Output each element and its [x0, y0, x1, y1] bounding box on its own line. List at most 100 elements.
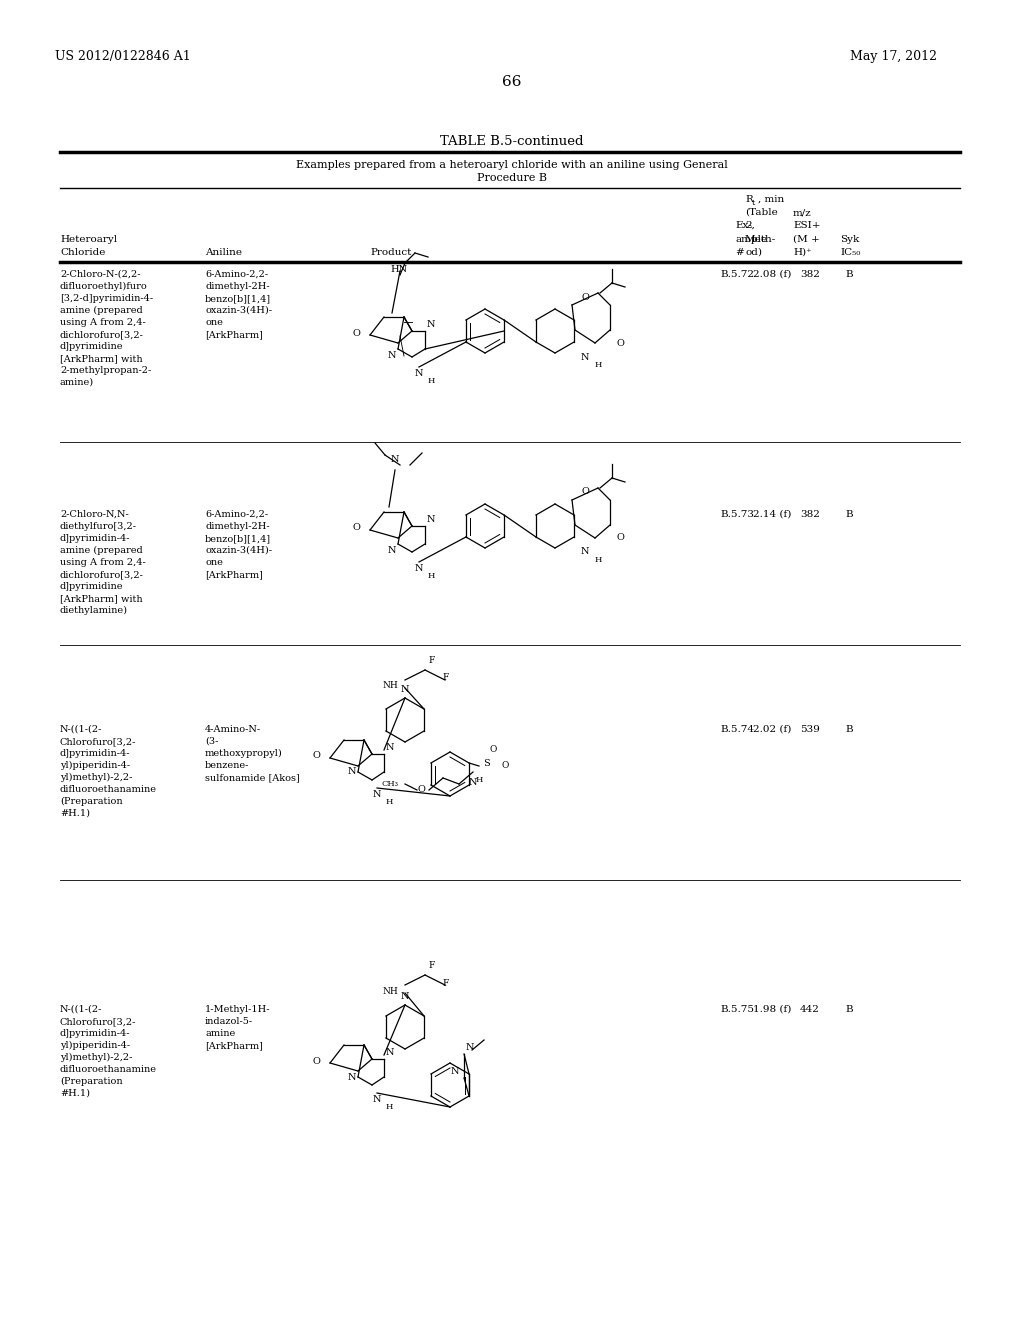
Text: N: N [427, 515, 435, 524]
Text: 539: 539 [800, 725, 820, 734]
Text: B: B [845, 510, 853, 519]
Text: O: O [616, 533, 624, 543]
Text: d]pyrimidin-4-: d]pyrimidin-4- [60, 748, 130, 758]
Text: [ArkPharm]: [ArkPharm] [205, 570, 263, 579]
Text: diethylfuro[3,2-: diethylfuro[3,2- [60, 521, 137, 531]
Text: 6-Amino-2,2-: 6-Amino-2,2- [205, 510, 268, 519]
Text: N: N [400, 993, 410, 1001]
Text: 382: 382 [800, 271, 820, 279]
Text: od): od) [745, 248, 762, 257]
Text: ESI+: ESI+ [793, 220, 820, 230]
Text: F: F [429, 961, 435, 970]
Text: N: N [387, 351, 396, 360]
Text: O: O [616, 338, 624, 347]
Text: N: N [387, 546, 396, 554]
Text: Procedure B: Procedure B [477, 173, 547, 183]
Text: B.5.72: B.5.72 [720, 271, 754, 279]
Text: amine: amine [205, 1030, 236, 1038]
Text: d]pyrimidin-4-: d]pyrimidin-4- [60, 535, 130, 543]
Text: difluoroethyl)furo: difluoroethyl)furo [60, 282, 147, 292]
Text: using A from 2,4-: using A from 2,4- [60, 318, 145, 327]
Text: NH: NH [382, 986, 398, 995]
Text: B.5.73: B.5.73 [720, 510, 754, 519]
Text: indazol-5-: indazol-5- [205, 1016, 253, 1026]
Text: (Preparation: (Preparation [60, 1077, 123, 1086]
Text: (M +: (M + [793, 235, 820, 244]
Text: 1-Methyl-1H-: 1-Methyl-1H- [205, 1005, 270, 1014]
Text: S: S [483, 759, 490, 768]
Text: oxazin-3(4H)-: oxazin-3(4H)- [205, 306, 272, 315]
Text: #H.1): #H.1) [60, 809, 90, 818]
Text: O: O [581, 487, 589, 496]
Text: 1.98 (f): 1.98 (f) [753, 1005, 792, 1014]
Text: 442: 442 [800, 1005, 820, 1014]
Text: B.5.75: B.5.75 [720, 1005, 754, 1014]
Text: 2.02 (f): 2.02 (f) [753, 725, 792, 734]
Text: yl)methyl)-2,2-: yl)methyl)-2,2- [60, 1053, 132, 1063]
Text: 66: 66 [502, 75, 522, 88]
Text: O: O [501, 762, 508, 771]
Text: Chlorofuro[3,2-: Chlorofuro[3,2- [60, 1016, 136, 1026]
Text: N-((1-(2-: N-((1-(2- [60, 1005, 102, 1014]
Text: yl)piperidin-4-: yl)piperidin-4- [60, 762, 130, 770]
Text: N: N [373, 1096, 381, 1104]
Text: dichlorofuro[3,2-: dichlorofuro[3,2- [60, 570, 144, 579]
Text: O: O [489, 744, 497, 754]
Text: IC₅₀: IC₅₀ [840, 248, 860, 257]
Text: one: one [205, 558, 223, 568]
Text: US 2012/0122846 A1: US 2012/0122846 A1 [55, 50, 190, 63]
Text: methoxypropyl): methoxypropyl) [205, 748, 283, 758]
Text: H: H [595, 360, 602, 370]
Text: N: N [347, 1072, 356, 1081]
Text: O: O [352, 524, 360, 532]
Text: H: H [475, 776, 483, 784]
Text: #: # [735, 248, 743, 257]
Text: t: t [752, 199, 756, 207]
Text: [ArkPharm] with: [ArkPharm] with [60, 354, 142, 363]
Text: B: B [845, 725, 853, 734]
Text: 2,: 2, [745, 220, 755, 230]
Text: Product: Product [370, 248, 412, 257]
Text: dimethyl-2H-: dimethyl-2H- [205, 521, 269, 531]
Text: [3,2-d]pyrimidin-4-: [3,2-d]pyrimidin-4- [60, 294, 154, 304]
Text: May 17, 2012: May 17, 2012 [850, 50, 937, 63]
Text: Ex-: Ex- [735, 220, 752, 230]
Text: F: F [442, 673, 449, 682]
Text: N: N [451, 1067, 459, 1076]
Text: 4-Amino-N-: 4-Amino-N- [205, 725, 261, 734]
Text: O: O [417, 785, 425, 795]
Text: (Preparation: (Preparation [60, 797, 123, 807]
Text: oxazin-3(4H)-: oxazin-3(4H)- [205, 546, 272, 554]
Text: F: F [429, 656, 435, 665]
Text: diethylamine): diethylamine) [60, 606, 128, 615]
Text: N: N [466, 1043, 474, 1052]
Text: (3-: (3- [205, 737, 218, 746]
Text: difluoroethanamine: difluoroethanamine [60, 785, 157, 795]
Text: ample: ample [735, 235, 767, 244]
Text: NH: NH [382, 681, 398, 690]
Text: d]pyrimidine: d]pyrimidine [60, 342, 124, 351]
Text: dimethyl-2H-: dimethyl-2H- [205, 282, 269, 290]
Text: amine): amine) [60, 378, 94, 387]
Text: H: H [386, 1104, 393, 1111]
Text: Meth-: Meth- [745, 235, 776, 244]
Text: Aniline: Aniline [205, 248, 242, 257]
Text: 2-Chloro-N,N-: 2-Chloro-N,N- [60, 510, 129, 519]
Text: Heteroaryl: Heteroaryl [60, 235, 117, 244]
Text: benzo[b][1,4]: benzo[b][1,4] [205, 294, 271, 304]
Text: N: N [581, 352, 589, 362]
Text: sulfonamide [Akos]: sulfonamide [Akos] [205, 774, 300, 781]
Text: amine (prepared: amine (prepared [60, 306, 142, 315]
Text: B: B [845, 1005, 853, 1014]
Text: yl)piperidin-4-: yl)piperidin-4- [60, 1041, 130, 1051]
Text: N: N [373, 789, 381, 799]
Text: Chloride: Chloride [60, 248, 105, 257]
Text: N: N [427, 319, 435, 329]
Text: 2.08 (f): 2.08 (f) [753, 271, 792, 279]
Text: N: N [391, 455, 399, 465]
Text: Syk: Syk [840, 235, 859, 244]
Text: N: N [400, 685, 410, 694]
Text: H: H [428, 572, 435, 579]
Text: d]pyrimidine: d]pyrimidine [60, 582, 124, 591]
Text: H: H [428, 378, 435, 385]
